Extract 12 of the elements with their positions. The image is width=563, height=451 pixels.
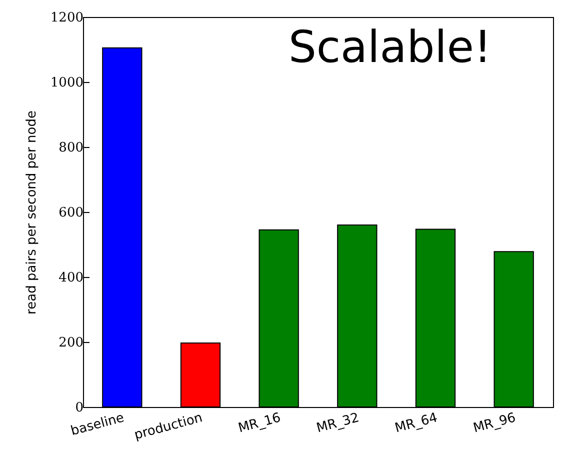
y-tick-label: 400	[58, 270, 84, 286]
x-tick-label: MR_96	[472, 410, 518, 436]
y-axis-title: read pairs per second per node	[24, 110, 40, 314]
y-tick-label: 1000	[50, 76, 84, 90]
y-tick-label: 600	[58, 206, 84, 220]
annotation: Scalable!	[288, 22, 492, 73]
x-tick-label: MR_32	[315, 410, 361, 436]
x-tick-label: MR_16	[236, 410, 282, 436]
x-tick-label: MR_64	[393, 410, 440, 436]
y-tick-label: 800	[58, 140, 84, 156]
y-tick-label: 1200	[50, 10, 84, 26]
y-tick-label: 200	[58, 336, 84, 350]
